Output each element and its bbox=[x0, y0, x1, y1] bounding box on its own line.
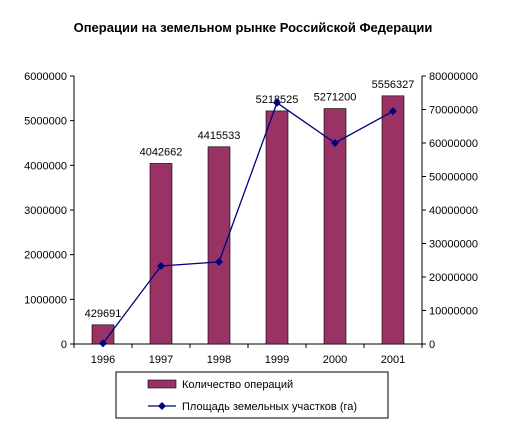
line-point bbox=[215, 257, 223, 266]
line-point bbox=[99, 339, 107, 348]
series-line bbox=[102, 101, 394, 344]
line-point bbox=[331, 139, 339, 147]
legend-swatch-marker bbox=[158, 402, 166, 410]
y-tick-left-label: 6000000 bbox=[24, 71, 67, 83]
y-tick-right-label: 80000000 bbox=[429, 71, 478, 83]
y-tick-left-label: 3000000 bbox=[24, 205, 67, 217]
y-tick-left-label: 0 bbox=[61, 339, 67, 351]
legend-label-line: Площадь земельных участков (га) bbox=[182, 401, 357, 413]
x-tick-label: 1997 bbox=[149, 354, 173, 366]
legend: Количество операций Площадь земельных уч… bbox=[115, 371, 389, 419]
line-point bbox=[273, 98, 281, 107]
legend-swatch-bar bbox=[147, 379, 177, 389]
bar bbox=[149, 163, 173, 345]
y-tick-left-label: 4000000 bbox=[24, 160, 67, 172]
legend-box bbox=[115, 371, 389, 419]
y-tick-left-label: 5000000 bbox=[24, 116, 67, 128]
y-tick-right-label: 50000000 bbox=[429, 172, 478, 184]
x-tick-label: 2000 bbox=[323, 354, 347, 366]
bar-data-label: 429691 bbox=[85, 308, 122, 320]
y-tick-right-label: 40000000 bbox=[429, 205, 478, 217]
bar-data-label: 5271200 bbox=[314, 92, 357, 104]
x-tick-label: 1999 bbox=[265, 354, 289, 366]
plot-area: 0 1000000 2000000 3000000 4000000 5000000 6000… bbox=[24, 71, 478, 366]
y-tick-left-label: 2000000 bbox=[24, 250, 67, 262]
bar bbox=[323, 108, 347, 345]
y-tick-right-label: 70000000 bbox=[429, 105, 478, 117]
y-tick-right-label: 20000000 bbox=[429, 272, 478, 284]
bar bbox=[207, 146, 231, 345]
x-tick-label: 1996 bbox=[91, 354, 115, 366]
y-tick-right-label: 30000000 bbox=[429, 239, 478, 251]
y-tick-right-label: 10000000 bbox=[429, 306, 478, 318]
bar bbox=[381, 95, 405, 345]
y-tick-right-label: 0 bbox=[429, 339, 435, 351]
line-point bbox=[157, 261, 165, 270]
x-tick-label: 1998 bbox=[207, 354, 231, 366]
bar-data-label: 5556327 bbox=[372, 79, 415, 91]
line-point bbox=[389, 107, 397, 116]
bar bbox=[265, 110, 289, 345]
bar-data-label: 4415533 bbox=[198, 130, 241, 142]
x-tick-label: 2001 bbox=[381, 354, 405, 366]
bar-data-label: 4042662 bbox=[140, 146, 183, 158]
chart-title: Операции на земельном рынке Российской Ф… bbox=[74, 20, 433, 35]
legend-label-bar: Количество операций bbox=[182, 379, 293, 391]
y-tick-right-label: 60000000 bbox=[429, 138, 478, 150]
y-tick-left-label: 1000000 bbox=[24, 294, 67, 306]
